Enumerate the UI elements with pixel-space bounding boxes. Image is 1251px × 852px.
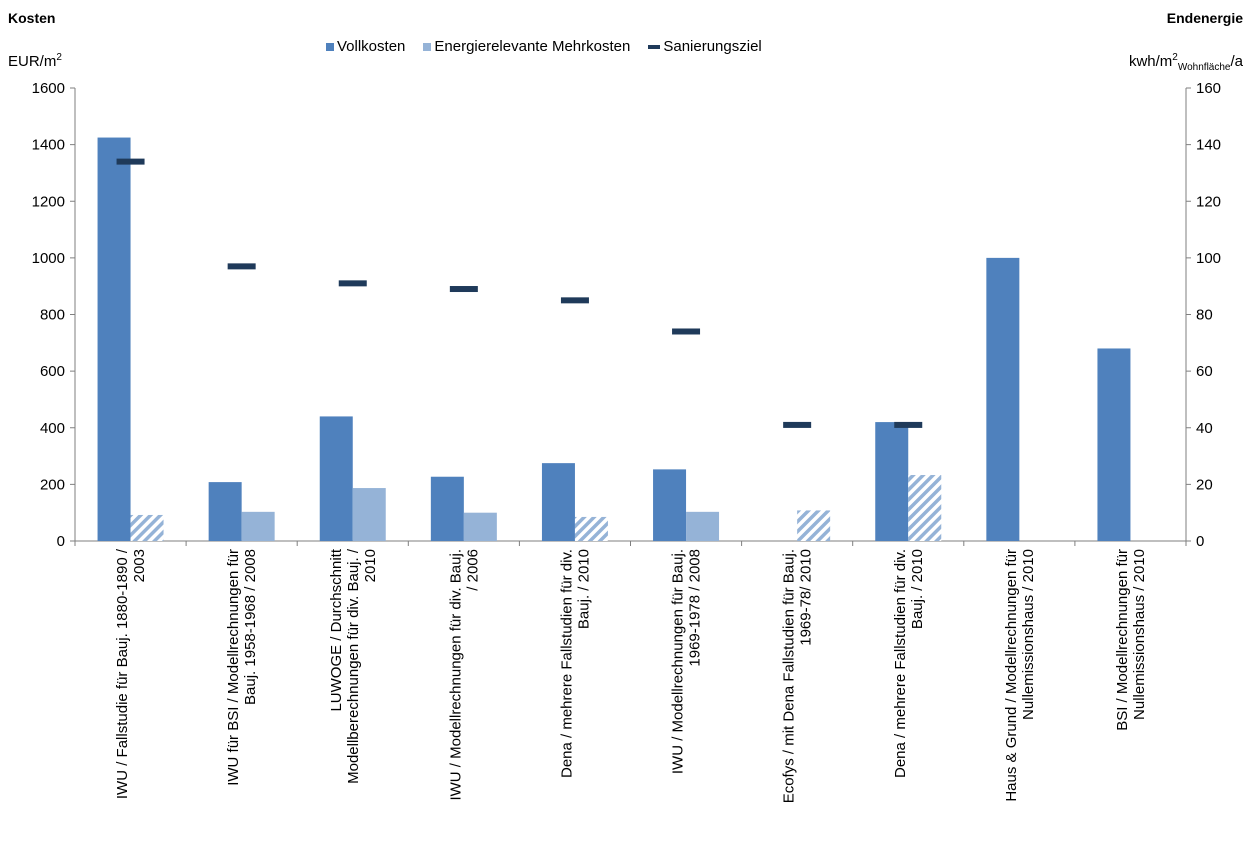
right-tick-label: 160 [1196,80,1221,97]
left-unit-text: EUR/m [8,53,57,70]
left-tick-label: 400 [40,420,65,437]
bar-mehrkosten [130,514,164,541]
bar-mehrkosten [574,516,608,541]
bar-vollkosten [208,482,242,541]
right-axis-title: Endenergie [1166,10,1243,26]
left-tick-label: 1200 [32,193,65,210]
bar-vollkosten [1097,348,1131,541]
legend-label-mehrkosten: Energierelevante Mehrkosten [434,38,631,55]
marker-sanierungsziel [116,158,145,165]
x-axis-labels: IWU / Fallstudie für Bauj. 1880-1890 /20… [114,548,1148,803]
legend-item-vollkosten: Vollkosten [326,38,405,55]
x-tick-label: Dena / mehrere Fallstudien für div. [558,549,575,778]
x-tick-label: Ecofys / mit Dena Fallstudien für Bauj. [781,549,798,803]
x-tick-label: IWU für BSI / Modellrechnungen für [225,549,242,786]
right-axis-unit: kwh/m2Wohnfläche/a [1129,52,1243,73]
right-unit-text: kwh/m [1128,53,1173,70]
bar-vollkosten [653,469,687,541]
left-unit-sup: 2 [56,52,62,63]
right-tick-label: 40 [1196,420,1213,437]
bar-vollkosten [97,137,131,541]
left-tick-label: 200 [40,476,65,493]
legend-swatch-vollkosten [326,42,334,51]
bar-mehrkosten [463,512,497,541]
left-axis-unit: EUR/m2 [8,52,62,70]
x-tick-label: Bauj. / 2010 [575,549,592,629]
x-tick-label: IWU / Modellrechnungen für div. Bauj. [447,549,464,801]
marker-sanierungsziel [227,263,256,270]
x-tick-label: Bauj. / 2010 [909,549,926,629]
x-tick-label: 2010 [362,549,379,582]
x-tick-label: Dena / mehrere Fallstudien für div. [892,549,909,778]
left-tick-label: 1400 [32,137,65,154]
x-tick-label: BSI / Modellrechnungen für [1114,549,1131,731]
legend-swatch-mehrkosten [423,42,432,51]
right-tick-label: 100 [1196,250,1221,267]
right-tick-label: 20 [1196,476,1213,493]
x-tick-label: LUWOGE / Durchschnitt [328,548,345,711]
x-tick-label: Modellberechnungen für div. Bauj. / [345,548,362,784]
left-tick-label: 800 [40,307,65,324]
right-tick-label: 80 [1196,307,1213,324]
bar-mehrkosten [686,511,720,541]
bar-vollkosten [319,416,353,541]
target-markers [116,158,923,428]
bar-mehrkosten [352,488,386,541]
bar-vollkosten [541,463,575,541]
x-tick-label: Bauj. 1958-1968 / 2008 [242,549,259,705]
left-tick-label: 0 [57,533,65,550]
left-tick-label: 600 [40,363,65,380]
right-tick-label: 140 [1196,137,1221,154]
x-tick-label: Nullemissionshaus / 2010 [1020,549,1037,720]
left-tick-label: 1000 [32,250,65,267]
legend-swatch-sanierungsziel [648,44,661,49]
bar-mehrkosten [797,510,831,541]
marker-sanierungsziel [560,297,589,304]
right-tick-label: 120 [1196,193,1221,210]
right-unit-tail: /a [1230,53,1243,70]
x-tick-label: 1969-1978 / 2008 [687,549,704,667]
right-unit-sub: Wohnfläche [1177,62,1231,73]
bar-mehrkosten [908,475,942,541]
right-unit-sup: 2 [1172,52,1178,63]
bar-mehrkosten [241,511,275,541]
x-tick-label: 2003 [131,549,148,582]
x-tick-label: IWU / Modellrechnungen für Bauj. [670,549,687,774]
bar-vollkosten [430,476,464,541]
x-tick-label: Nullemissionshaus / 2010 [1131,549,1148,720]
marker-sanierungsziel [894,421,923,428]
bar-vollkosten [986,257,1020,541]
x-tick-label: 1969-78/ 2010 [798,549,815,646]
axes: 0 200 400 600 800 1000 1200 1400 1600 0 20 40 60 80 10… [32,80,1221,550]
legend-label-sanierungsziel: Sanierungsziel [663,38,762,55]
bar-vollkosten [875,422,909,541]
marker-sanierungsziel [672,328,701,335]
right-tick-label: 60 [1196,363,1213,380]
marker-sanierungsziel [449,286,478,293]
left-tick-label: 1600 [32,80,65,97]
legend: Vollkosten Energierelevante Mehrkosten S… [326,38,762,55]
bars [97,137,1131,541]
x-tick-label: Haus & Grund / Modellrechnungen für [1003,549,1020,802]
x-tick-label: / 2006 [464,549,481,591]
legend-item-sanierungsziel: Sanierungsziel [648,38,762,55]
x-tick-label: IWU / Fallstudie für Bauj. 1880-1890 / [114,548,131,799]
right-tick-label: 0 [1196,533,1204,550]
left-axis-title: Kosten [8,10,56,26]
legend-item-mehrkosten: Energierelevante Mehrkosten [423,38,630,55]
marker-sanierungsziel [338,280,367,287]
marker-sanierungsziel [783,421,812,428]
legend-label-vollkosten: Vollkosten [337,38,406,55]
